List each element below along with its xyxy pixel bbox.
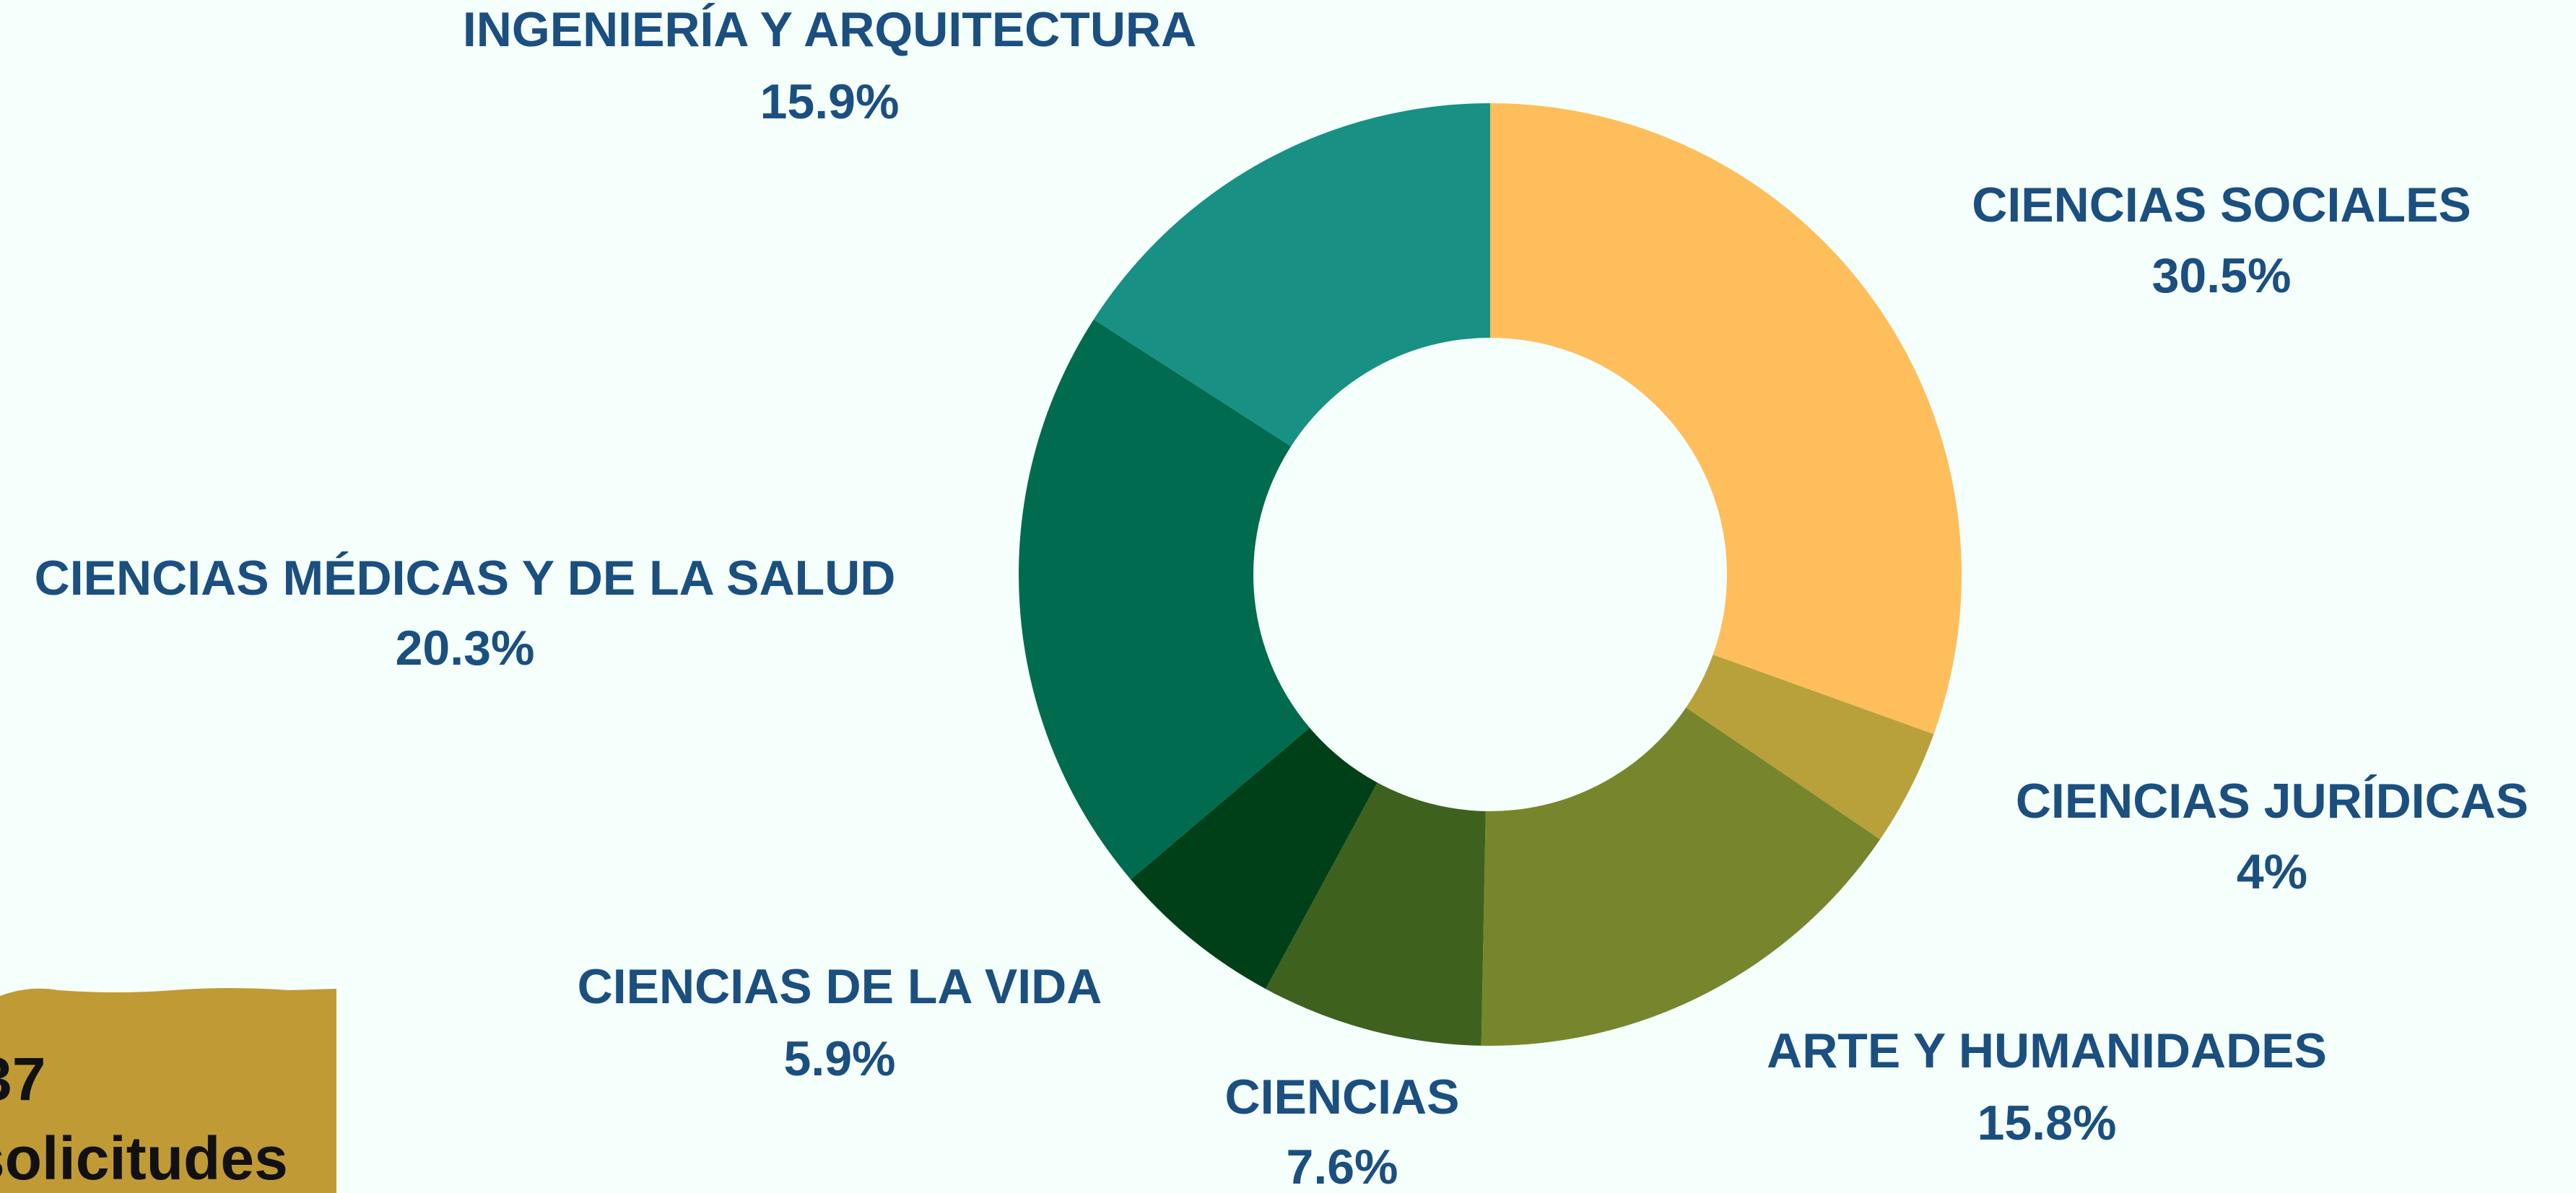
badge-text: solicitudes: [0, 1124, 288, 1192]
slice: [1266, 782, 1486, 1046]
slice-label: CIENCIAS JURÍDICAS: [2016, 774, 2528, 829]
slice-label: CIENCIAS SOCIALES: [1972, 178, 2471, 232]
slice-value-label: 30.5%: [2152, 248, 2292, 303]
slice-value-label: 4%: [2237, 844, 2307, 899]
slice: [1686, 655, 1934, 840]
slice: [1481, 707, 1881, 1046]
slice-value-label: 15.9%: [760, 74, 900, 129]
slice: [1490, 103, 1962, 735]
slice-value-label: 20.3%: [396, 621, 535, 676]
slice: [1131, 727, 1378, 989]
slice-label: CIENCIAS DE LA VIDA: [578, 959, 1102, 1014]
slice: [1093, 103, 1490, 447]
slice-label: CIENCIAS MÉDICAS Y DE LA SALUD: [35, 551, 896, 606]
slice-label: CIENCIAS: [1225, 1070, 1460, 1124]
slice-label: INGENIERÍA Y ARQUITECTURA: [463, 2, 1196, 57]
badge-background: [0, 988, 336, 1193]
slice-label: ARTE Y HUMANIDADES: [1767, 1023, 2327, 1078]
slice-value-label: 15.8%: [1977, 1096, 2117, 1150]
slice-value-label: 7.6%: [1287, 1140, 1398, 1193]
slice: [1019, 319, 1310, 880]
badge-number: 37: [0, 1045, 45, 1113]
slice-value-label: 5.9%: [784, 1031, 896, 1086]
